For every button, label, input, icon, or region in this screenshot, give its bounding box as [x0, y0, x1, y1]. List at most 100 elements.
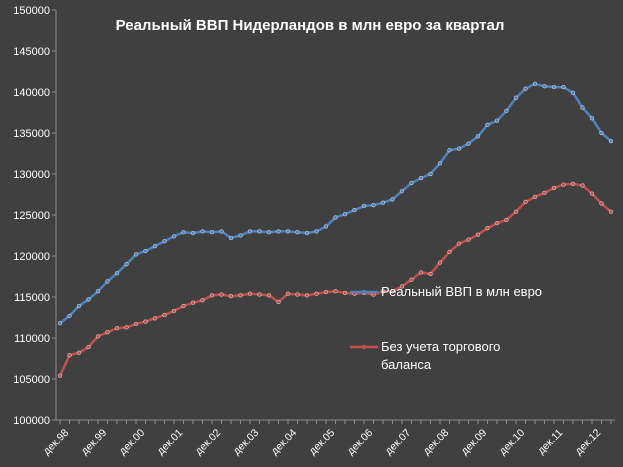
data-point — [143, 319, 148, 324]
data-point — [152, 244, 158, 249]
data-point — [523, 86, 528, 91]
data-point — [589, 116, 595, 121]
data-point — [561, 182, 566, 187]
data-point — [333, 215, 338, 220]
data-point — [67, 313, 72, 318]
data-point — [580, 183, 585, 188]
data-point — [95, 289, 101, 294]
data-point — [466, 237, 471, 242]
legend-label-no-trade: Без учета торгового баланса — [381, 339, 504, 372]
data-point — [532, 194, 538, 200]
data-point — [361, 203, 367, 209]
data-point — [200, 229, 205, 234]
data-point — [76, 350, 82, 355]
data-point — [162, 239, 167, 244]
data-point — [589, 191, 595, 196]
data-point — [295, 230, 300, 235]
data-point — [266, 293, 272, 298]
data-point — [323, 289, 329, 295]
data-point — [114, 271, 120, 276]
data-point — [295, 292, 300, 297]
y-tick-label: 100000 — [13, 415, 50, 427]
legend-label-gdp: Реальный ВВП в млн евро — [381, 284, 542, 299]
y-axis: 100000 105000 110000 115000 120000 125000 1300… — [13, 5, 50, 427]
data-point — [599, 130, 604, 136]
data-point — [409, 277, 414, 282]
data-point — [390, 289, 395, 294]
data-point — [399, 284, 405, 289]
data-point — [504, 108, 509, 113]
data-point — [352, 207, 357, 213]
data-point — [314, 291, 319, 296]
data-point — [523, 199, 528, 204]
data-point — [219, 292, 224, 297]
data-point — [171, 234, 177, 239]
data-point — [67, 353, 72, 358]
data-point — [285, 229, 291, 234]
data-point — [494, 221, 500, 226]
data-point — [475, 134, 481, 139]
data-point — [485, 122, 490, 127]
data-point — [542, 84, 547, 89]
y-tick-label: 135000 — [13, 128, 50, 140]
data-point — [599, 201, 604, 206]
data-point — [494, 118, 500, 123]
data-point — [228, 294, 234, 299]
data-point — [257, 229, 262, 234]
data-point — [542, 190, 547, 195]
data-point — [143, 248, 148, 254]
data-point — [437, 161, 443, 166]
data-point — [95, 334, 101, 339]
series-0 — [57, 81, 614, 326]
data-point — [570, 181, 576, 186]
legend-marker-no-trade — [361, 344, 367, 350]
data-point — [428, 171, 433, 177]
data-point — [181, 230, 186, 235]
data-point — [57, 373, 63, 378]
data-point — [456, 146, 462, 151]
data-point — [485, 226, 490, 231]
data-point — [209, 293, 215, 298]
data-point — [152, 316, 158, 321]
data-point — [570, 90, 576, 95]
data-point — [133, 252, 139, 257]
data-point — [333, 289, 338, 294]
chart-title: Реальный ВВП Нидерландов в млн евро за к… — [116, 17, 505, 34]
data-point — [105, 330, 110, 335]
y-tick-label: 120000 — [13, 251, 50, 263]
data-point — [276, 299, 281, 305]
data-point — [551, 84, 557, 90]
data-point — [181, 303, 186, 309]
data-point — [266, 230, 272, 235]
data-point — [190, 300, 196, 305]
y-tick-label: 110000 — [14, 333, 50, 345]
y-tick-label: 130000 — [13, 169, 50, 181]
data-point — [447, 148, 452, 153]
y-tick-label: 145000 — [13, 46, 50, 58]
data-point — [219, 229, 224, 234]
y-tick-label: 115000 — [14, 292, 50, 304]
data-point — [133, 321, 139, 327]
data-point — [475, 232, 481, 237]
plot-area — [52, 9, 615, 424]
y-tick-label: 125000 — [13, 210, 50, 222]
data-point — [162, 312, 167, 318]
data-point — [428, 271, 433, 277]
data-point — [371, 203, 376, 208]
data-point — [532, 81, 538, 86]
y-tick-label: 105000 — [13, 374, 50, 386]
data-point — [580, 105, 585, 110]
data-point — [247, 291, 253, 296]
y-tick-label: 150000 — [13, 5, 50, 17]
legend-label-no-trade-line1: Без учета торгового — [381, 339, 500, 354]
data-point — [418, 270, 424, 275]
data-point — [390, 197, 395, 202]
data-point — [399, 189, 405, 194]
data-point — [513, 95, 519, 100]
data-point — [209, 230, 215, 235]
data-point — [561, 84, 566, 90]
data-point — [86, 344, 91, 350]
data-point — [57, 321, 63, 326]
data-point — [409, 180, 414, 186]
